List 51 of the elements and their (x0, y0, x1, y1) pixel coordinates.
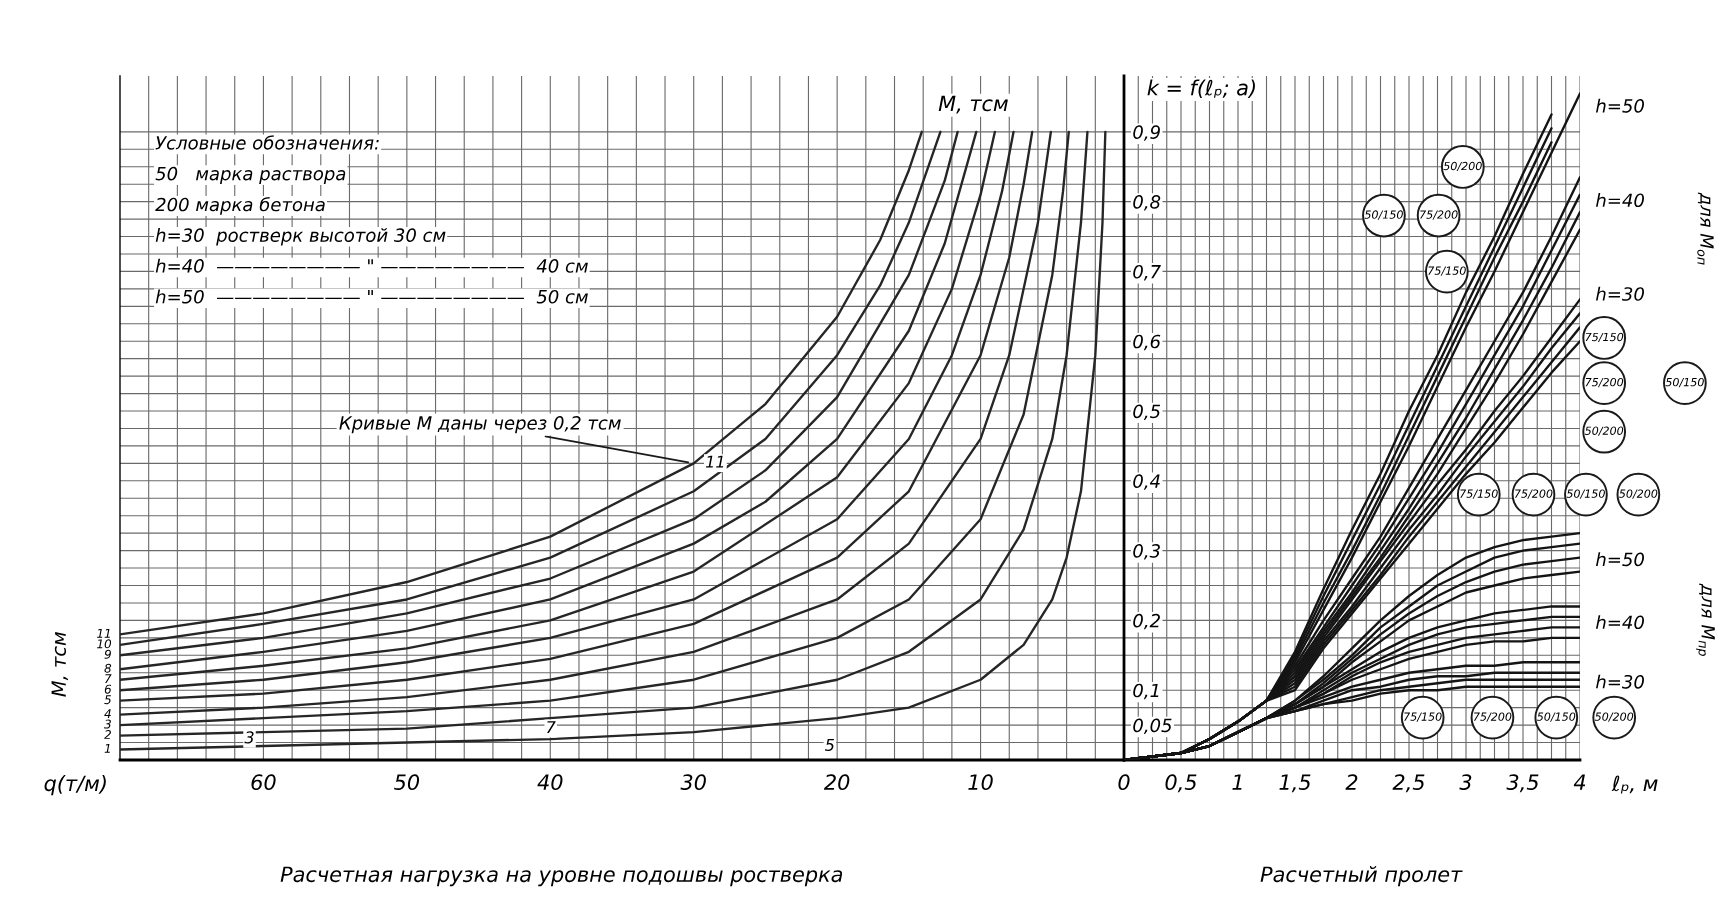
y-tick-label: 0,1 (1133, 683, 1159, 700)
x-tick-label: 4 (1573, 774, 1586, 790)
x-tick-label: 30 (680, 774, 706, 791)
x-tick-label: 40 (537, 774, 563, 791)
x-tick-label: 3 (1459, 774, 1472, 791)
text: h=50 (1595, 552, 1644, 567)
x-tick-label: 3,5 (1506, 774, 1539, 793)
x-tick-label: 1 (1232, 774, 1242, 790)
text: M, тсм (938, 95, 1008, 114)
text: для M$_{оп}$ (1697, 192, 1714, 265)
x-tick-label: 1,5 (1279, 774, 1311, 793)
annotation: 3 (244, 731, 254, 744)
y-tick-label: 0,5 (1133, 404, 1161, 420)
annotation: h=50 ———————— " ———————— 50 см (155, 289, 588, 304)
annotation: h=30 ростверк высотой 30 см (155, 228, 446, 246)
x-tick-label: 2 (1345, 774, 1358, 790)
series-label: 11 (705, 455, 724, 468)
x-tick-label: 50 (394, 774, 420, 791)
y-tick-label: 0,6 (1133, 334, 1161, 351)
x-tick-label: 2,5 (1392, 774, 1425, 793)
text: h=40 (1595, 193, 1644, 208)
text: h=30 (1595, 674, 1644, 689)
y-tick-label: 0,3 (1133, 544, 1160, 560)
y-tick-label: 0,05 (1133, 718, 1172, 735)
x-tick-label: 10 (968, 774, 993, 791)
annotation: 5 (825, 739, 835, 751)
text: h=40 (1595, 615, 1644, 630)
text: Расчетный пролет (1260, 866, 1463, 887)
annotation: h=40 ———————— " ———————— 40 см (155, 258, 588, 273)
y-tick-label: 0,4 (1133, 474, 1160, 490)
x-tick-label: 0,5 (1165, 774, 1197, 793)
y-tick-label: 0,8 (1133, 195, 1161, 211)
x-tick-label: 20 (823, 774, 850, 791)
x-axis-title: q(т/м) (44, 775, 106, 796)
x-tick-label: 60 (251, 774, 276, 791)
text: h=30 (1595, 286, 1644, 301)
y-tick-label: 0,7 (1133, 264, 1161, 281)
x-axis-title: ℓₚ, м (1611, 775, 1658, 794)
chart-title: k = f(ℓₚ; a) (1147, 79, 1255, 98)
annotation: 50 марка раствора (155, 166, 346, 184)
annotation: 7 (547, 721, 556, 733)
y-tick-label: 0,9 (1133, 125, 1160, 141)
text: h=50 (1595, 98, 1644, 113)
text: Расчетная нагрузка на уровне подошвы ростверка (280, 866, 843, 887)
x-tick-label: 0 (1118, 774, 1130, 791)
annotation: Условные обозначения: (155, 135, 379, 150)
annotation: Кривые M даны через 0,2 тсм (339, 416, 621, 434)
y-tick-label: 0,2 (1133, 613, 1160, 630)
text: для M$_{пр}$ (1696, 583, 1715, 656)
annotation: 200 марка бетона (155, 197, 325, 215)
y-axis-title: M, тсм (51, 632, 69, 697)
